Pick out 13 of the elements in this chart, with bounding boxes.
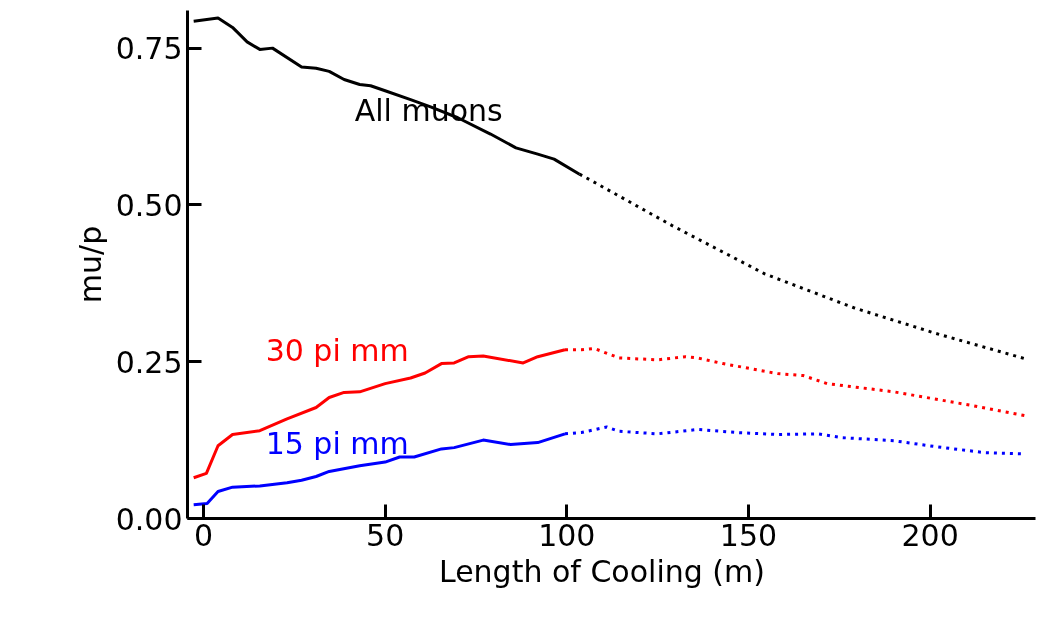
y-tick-label: 0.50 xyxy=(115,187,183,223)
x-tick-label: 50 xyxy=(366,517,405,553)
y-axis-title: mu/p xyxy=(72,225,108,304)
y-tick-label: 0.00 xyxy=(115,501,183,537)
y-tick-label: 0.75 xyxy=(115,31,183,67)
x-tick-label: 100 xyxy=(538,517,596,553)
x-tick-label: 200 xyxy=(901,517,959,553)
y-tick-label: 0.25 xyxy=(115,344,183,380)
x-tick-label: 0 xyxy=(193,517,214,553)
series-label: 15 pi mm xyxy=(265,426,409,462)
series-label: 30 pi mm xyxy=(265,332,409,368)
x-tick-label: 150 xyxy=(719,517,778,553)
x-axis-title: Length of Cooling (m) xyxy=(438,553,765,589)
